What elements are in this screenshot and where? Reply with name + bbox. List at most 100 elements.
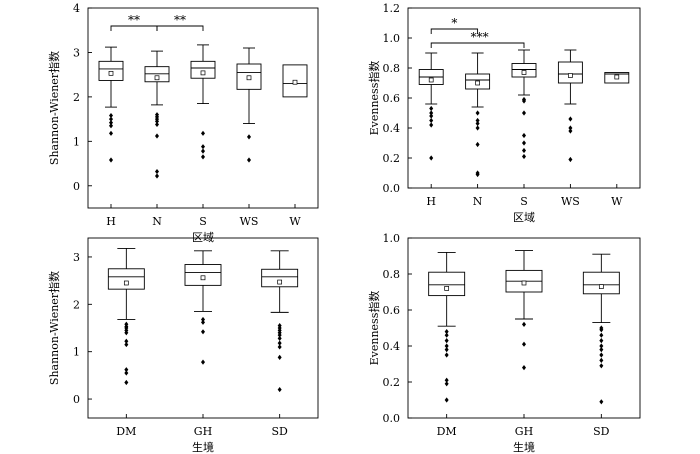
plot-frame xyxy=(87,7,319,209)
outlier-point xyxy=(109,120,113,126)
outlier-point xyxy=(522,140,526,146)
outlier-point xyxy=(475,171,480,178)
y-tick-label: 1.0 xyxy=(383,232,401,245)
outlier-point xyxy=(124,330,129,336)
y-tick-label: 1 xyxy=(73,346,80,359)
outlier-point xyxy=(201,316,205,323)
mean-marker xyxy=(614,74,620,80)
outlier-point xyxy=(201,148,205,154)
y-tick-label: 3 xyxy=(73,251,80,264)
x-tick-label: S xyxy=(520,195,528,208)
outlier-point xyxy=(475,110,480,116)
y-tick-label: 0.8 xyxy=(383,62,401,75)
outlier-point xyxy=(599,352,604,358)
x-tick-label: DM xyxy=(437,425,457,438)
x-axis-title: 生境 xyxy=(513,440,535,454)
outlier-point xyxy=(247,157,251,163)
panel-evenness-habitat: 0.0 0.2 0.4 0.6 0.8 1.0 DM GH SD 生境 Evenness指数 xyxy=(367,232,641,454)
outlier-point xyxy=(201,154,205,160)
box-GH xyxy=(184,264,222,286)
y-axis-title: Shannon-Wiener指数 xyxy=(47,271,61,385)
outlier-point xyxy=(444,377,449,383)
outlier-point xyxy=(247,134,251,140)
outlier-point xyxy=(522,321,526,327)
y-tick-label: 4 xyxy=(73,2,80,15)
mean-marker xyxy=(108,70,114,76)
outlier-point xyxy=(522,341,526,347)
y-tick-label: 3 xyxy=(73,46,80,59)
outlier-point xyxy=(201,329,205,335)
outlier-point xyxy=(429,155,434,161)
x-axis-title: 生境 xyxy=(192,440,214,454)
outlier-point xyxy=(444,352,449,358)
outlier-point xyxy=(599,327,604,333)
outlier-point xyxy=(568,125,573,131)
outlier-point xyxy=(109,116,113,122)
mean-marker xyxy=(246,75,252,81)
outlier-point xyxy=(522,365,526,371)
box-DM xyxy=(428,271,466,297)
outlier-point xyxy=(155,118,159,124)
y-tick-label: 0 xyxy=(73,393,80,406)
x-tick-label: GH xyxy=(515,425,533,438)
x-axis-title: 区域 xyxy=(513,211,535,224)
outlier-point xyxy=(599,343,604,349)
outlier-point xyxy=(475,117,480,124)
outlier-point xyxy=(444,329,449,335)
outlier-point xyxy=(444,338,449,344)
box-DM xyxy=(107,268,145,290)
outlier-point xyxy=(109,112,113,119)
mean-marker xyxy=(444,286,450,291)
significance-label: ** xyxy=(128,13,140,27)
outlier-point xyxy=(201,319,205,325)
outlier-point xyxy=(124,367,129,373)
outlier-point xyxy=(444,343,449,349)
outlier-point xyxy=(522,98,526,104)
mean-marker xyxy=(521,280,527,286)
outlier-point xyxy=(599,347,604,353)
y-tick-label: 2 xyxy=(73,91,80,104)
mean-marker xyxy=(123,280,129,286)
outlier-point xyxy=(429,122,434,128)
outlier-point xyxy=(599,332,604,338)
outlier-point xyxy=(522,153,526,160)
outlier-point xyxy=(277,354,282,360)
outlier-point xyxy=(444,397,449,403)
y-tick-label: 0.6 xyxy=(383,304,401,317)
y-tick-label: 0.2 xyxy=(383,376,401,389)
panel-shannon-region: 0 1 2 3 4 H N S WS W 区域 Shannon-Wiener指数 ** ** xyxy=(47,2,319,244)
outlier-point xyxy=(201,130,205,136)
y-axis-title: Shannon-Wiener指数 xyxy=(47,51,61,165)
significance-bracket xyxy=(430,28,479,34)
mean-marker xyxy=(200,70,206,76)
outlier-point xyxy=(599,357,604,363)
y-tick-label: 0 xyxy=(73,180,80,193)
y-tick-label: 1.2 xyxy=(383,2,401,15)
significance-bracket xyxy=(156,25,204,31)
x-tick-label: W xyxy=(289,215,301,228)
outlier-point xyxy=(475,120,480,127)
outlier-point xyxy=(522,110,526,116)
panel-evenness-region: 0.0 0.2 0.4 0.6 0.8 1.0 1.2 H N S WS W 区域 Evenness指数 *… xyxy=(367,2,641,224)
mean-marker xyxy=(154,75,160,81)
y-tick-label: 1 xyxy=(73,135,80,148)
y-tick-label: 2 xyxy=(73,298,80,311)
outlier-point xyxy=(568,128,573,134)
y-tick-label: 0.8 xyxy=(383,268,401,281)
outlier-point xyxy=(568,116,573,122)
y-tick-label: 0.6 xyxy=(383,92,401,105)
outlier-point xyxy=(277,335,282,342)
y-tick-label: 0.2 xyxy=(383,152,401,165)
outlier-point xyxy=(568,156,573,163)
outlier-point xyxy=(475,141,480,148)
mean-marker xyxy=(598,284,604,289)
outlier-point xyxy=(109,157,113,163)
x-tick-label: N xyxy=(152,215,162,228)
outlier-point xyxy=(155,121,159,128)
significance-bracket xyxy=(430,42,525,48)
outlier-point xyxy=(277,332,282,338)
x-tick-label: SD xyxy=(271,425,288,438)
mean-marker xyxy=(200,275,206,281)
outlier-point xyxy=(444,332,449,338)
